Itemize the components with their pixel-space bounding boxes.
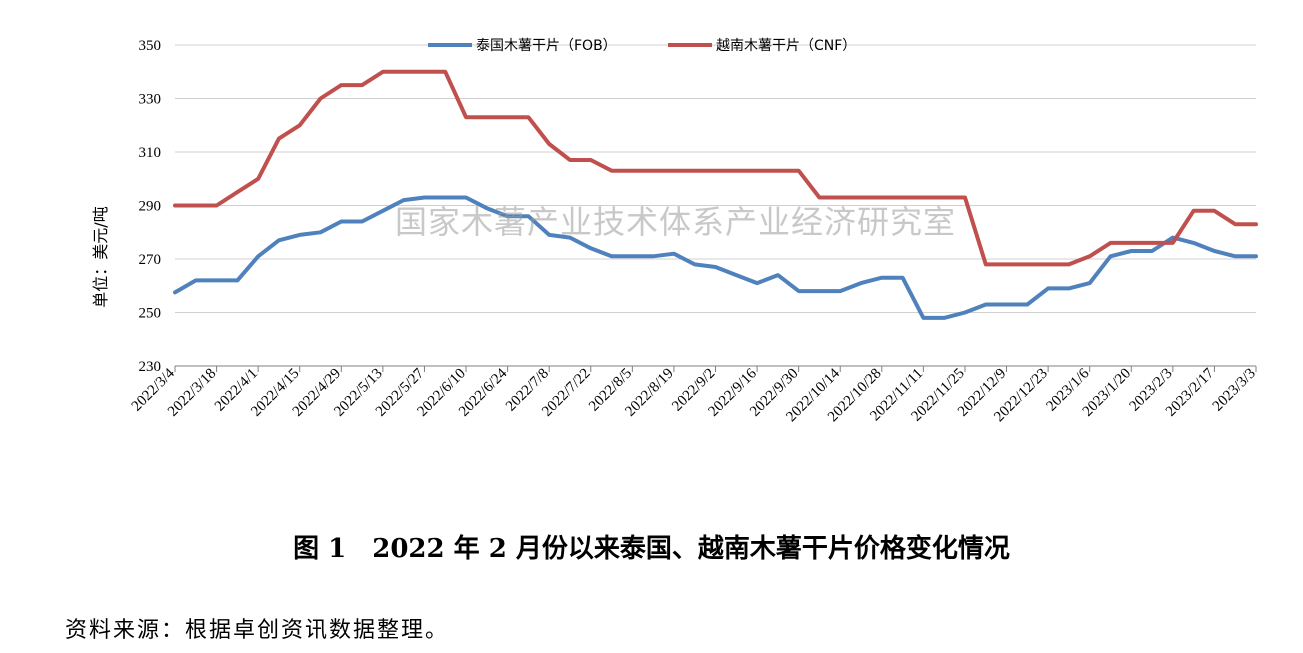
y-tick-label: 250 <box>139 306 162 322</box>
y-tick-label: 310 <box>139 145 162 161</box>
legend-label-1: 泰国木薯干片（FOB） <box>476 38 617 54</box>
series-line-2 <box>173 69 1258 267</box>
y-tick-label: 290 <box>139 199 162 215</box>
y-tick-label: 330 <box>139 92 162 108</box>
x-axis: 2022/3/42022/3/182022/4/12022/4/152022/4… <box>129 365 1259 425</box>
y-tick-label: 350 <box>139 38 162 54</box>
y-tick-label: 270 <box>139 252 162 268</box>
y-axis-label: 单位：美元/吨 <box>91 206 110 307</box>
y-tick-label: 230 <box>139 359 162 375</box>
figure-caption: 图 1 2022 年 2 月份以来泰国、越南木薯干片价格变化情况 <box>293 534 1010 564</box>
legend: 泰国木薯干片（FOB） 越南木薯干片（CNF） <box>428 38 856 54</box>
legend-label-2: 越南木薯干片（CNF） <box>716 38 856 54</box>
gridlines <box>175 44 1256 313</box>
line-chart: 230 250 270 290 310 330 350 2022/3/42022/3/182… <box>91 38 1259 425</box>
y-axis-ticks: 230 250 270 290 310 330 350 <box>139 38 162 375</box>
series-lines <box>173 69 1258 320</box>
watermark: 国家木薯产业技术体系产业经济研究室 <box>395 203 956 241</box>
x-tick-label: 2023/3/3 <box>1210 366 1259 415</box>
source-note: 资料来源：根据卓创资讯数据整理。 <box>65 618 450 643</box>
series-line-1 <box>173 195 1258 320</box>
